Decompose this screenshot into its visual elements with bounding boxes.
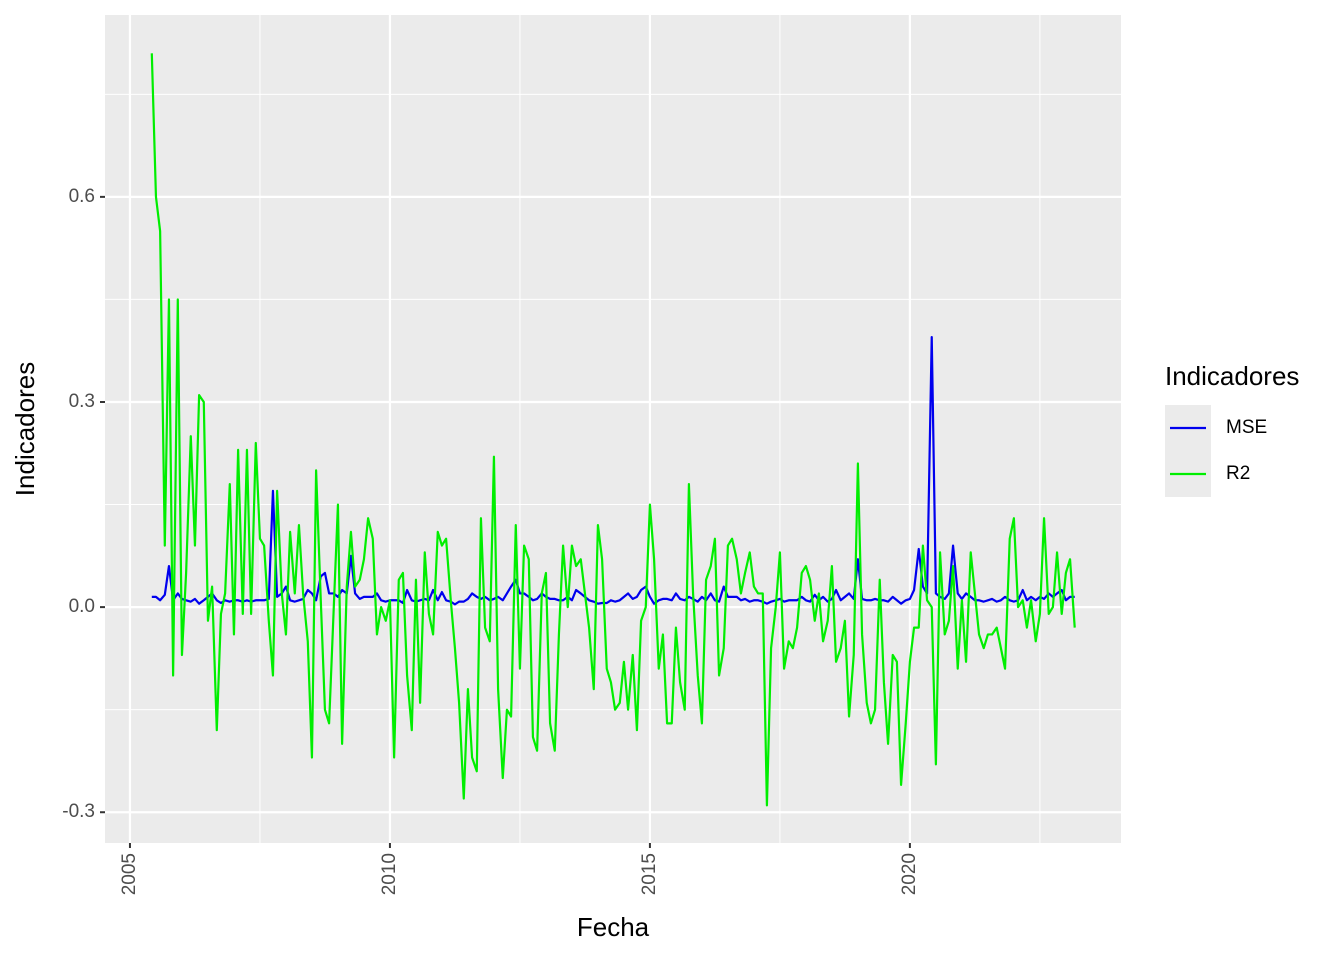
x-axis-title: Fecha [577,912,650,942]
legend-label: MSE [1226,417,1267,438]
y-tick-label: 0.0 [69,596,95,617]
y-tick-label: 0.6 [69,186,95,207]
line-series [150,53,1076,807]
panel [105,15,1121,843]
x-tick-label: 2010 [379,853,400,895]
x-tick-label: 2015 [639,853,660,895]
y-tick-label: 0.3 [69,391,95,412]
legend-label: R2 [1226,463,1250,484]
x-tick-label: 2005 [119,853,140,895]
x-tick-label: 2020 [899,853,920,895]
y-axis-title: Indicadores [10,362,40,496]
y-tick-label: -0.3 [62,801,95,822]
legend-title: Indicadores [1165,361,1299,391]
